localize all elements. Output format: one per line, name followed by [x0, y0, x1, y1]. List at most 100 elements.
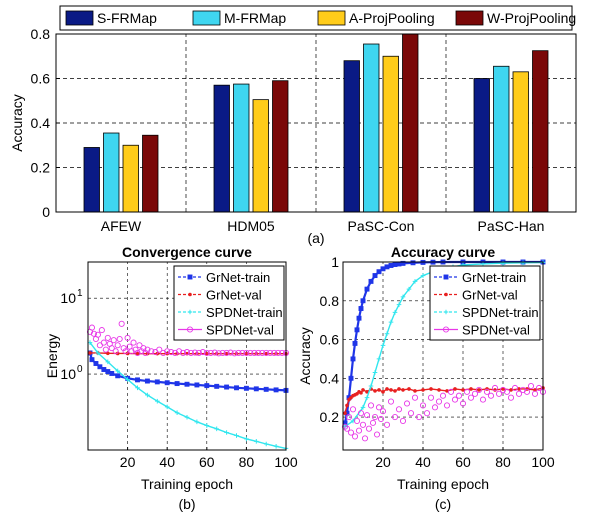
y-tick-label: 0.8: [320, 293, 340, 309]
point-spdnet-val: [120, 345, 127, 352]
point-spdnet-val: [219, 349, 226, 356]
bar-w-projpooling-pasc-con: [402, 33, 419, 213]
legend-label-w-projpooling: W-ProjPooling: [487, 10, 576, 26]
legend-label-spdnet-val: SPDNet-val: [462, 323, 530, 338]
point-grnet-val: [361, 388, 365, 392]
panel-a-y-ticks: 0 0.2 0.4 0.6 0.8: [31, 26, 60, 220]
x-tick-label: 100: [531, 454, 555, 470]
point-grnet-train: [184, 381, 190, 387]
y-tick-exponent: 0: [77, 364, 83, 375]
x-tick-label: 80: [495, 454, 511, 470]
point-spdnet-val: [267, 349, 274, 356]
legend-label-grnet-val: GrNet-val: [462, 288, 518, 303]
point-grnet-train: [97, 364, 103, 370]
point-spdnet-train: [376, 356, 382, 362]
point-spdnet-val: [431, 404, 439, 411]
x-tick-label: AFEW: [101, 218, 142, 234]
panel-b-x-axis-label: Training epoch: [141, 476, 233, 492]
point-spdnet-val: [183, 349, 191, 356]
point-spdnet-val: [144, 346, 151, 353]
panel-b-x-ticks: 20 40 60 80 100: [120, 447, 298, 470]
point-grnet-val: [477, 388, 481, 392]
legend-label-grnet-val: GrNet-val: [206, 288, 262, 303]
panel-b-y-axis-label: Energy: [44, 334, 60, 378]
point-grnet-val: [381, 390, 385, 394]
point-spdnet-train: [368, 383, 374, 389]
bar-a-projpooling-afew: [122, 144, 139, 213]
point-grnet-train: [135, 377, 140, 383]
point-spdnet-val: [495, 390, 503, 397]
point-grnet-val: [413, 389, 417, 393]
point-spdnet-val: [395, 406, 403, 413]
legend-marker-grnet-val: [444, 292, 448, 297]
point-spdnet-val: [118, 320, 125, 327]
point-spdnet-train: [380, 343, 386, 348]
panel-a-legend: S-FRMap M-FRMap A-ProjPooling W-ProjPooling: [59, 5, 576, 31]
bar-m-frmap-hdm05: [233, 83, 250, 213]
x-tick-label: 40: [415, 454, 431, 470]
point-spdnet-train: [396, 302, 402, 307]
panel-a-x-ticks: AFEW HDM05 PaSC-Con PaSC-Han: [101, 218, 545, 234]
point-grnet-train: [400, 260, 406, 266]
bar-w-projpooling-afew: [142, 134, 159, 213]
point-spdnet-val: [122, 348, 129, 355]
point-grnet-val: [264, 351, 269, 356]
point-spdnet-val: [403, 400, 411, 407]
point-spdnet-val: [199, 349, 206, 356]
y-tick-label: 10 0: [60, 364, 83, 382]
point-grnet-train: [348, 375, 354, 381]
point-grnet-val: [88, 351, 92, 355]
x-tick-label: PaSC-Han: [478, 218, 545, 234]
legend-swatch-s-frmap: [65, 10, 94, 26]
point-spdnet-val: [179, 349, 187, 356]
bar-a-projpooling-pasc-han: [512, 71, 529, 213]
point-spdnet-train: [520, 260, 526, 266]
point-spdnet-val: [136, 342, 143, 349]
point-grnet-val: [135, 351, 140, 356]
point-grnet-train: [243, 385, 249, 391]
point-spdnet-train: [105, 359, 111, 365]
point-grnet-train: [410, 260, 416, 266]
point-spdnet-train: [360, 405, 366, 410]
point-spdnet-val: [511, 384, 519, 392]
point-spdnet-val: [94, 331, 101, 338]
point-spdnet-val: [156, 346, 163, 353]
point-grnet-val: [421, 388, 425, 392]
point-spdnet-val: [239, 349, 246, 356]
panel-c-plot-frame: [342, 261, 544, 451]
bar-s-frmap-pasc-con: [343, 60, 360, 213]
bar-m-frmap-pasc-han: [493, 65, 510, 213]
point-spdnet-val: [195, 349, 202, 356]
point-spdnet-val: [207, 349, 214, 356]
y-tick-base: 10: [60, 290, 76, 306]
point-grnet-val: [244, 351, 249, 356]
point-spdnet-val: [227, 349, 234, 356]
series-spdnet-train: [87, 340, 289, 451]
point-spdnet-val: [271, 349, 278, 356]
point-grnet-train: [368, 278, 374, 284]
point-spdnet-train: [204, 423, 210, 428]
point-spdnet-val: [459, 400, 467, 407]
y-tick-label: 0.2: [31, 160, 51, 176]
x-tick-label: 20: [375, 454, 391, 470]
point-spdnet-val: [142, 349, 149, 356]
point-spdnet-val: [387, 398, 395, 405]
x-tick-label: 40: [159, 454, 175, 470]
point-grnet-val: [401, 388, 405, 392]
point-spdnet-val: [399, 417, 407, 424]
point-spdnet-val: [347, 429, 355, 436]
point-grnet-train: [360, 298, 366, 304]
point-grnet-val: [453, 387, 457, 391]
point-spdnet-val: [373, 431, 381, 438]
y-tick-label: 1: [331, 254, 339, 270]
legend-marker-spdnet-val: [442, 326, 450, 333]
point-spdnet-train: [364, 395, 370, 400]
point-grnet-val: [509, 388, 513, 392]
point-grnet-train: [392, 262, 398, 267]
legend-marker-spdnet-train: [187, 309, 193, 315]
y-tick-label: 10 1: [60, 288, 83, 306]
legend-box: [59, 5, 573, 31]
legend-swatch-a-projpooling: [317, 10, 346, 26]
point-grnet-val: [373, 389, 377, 393]
